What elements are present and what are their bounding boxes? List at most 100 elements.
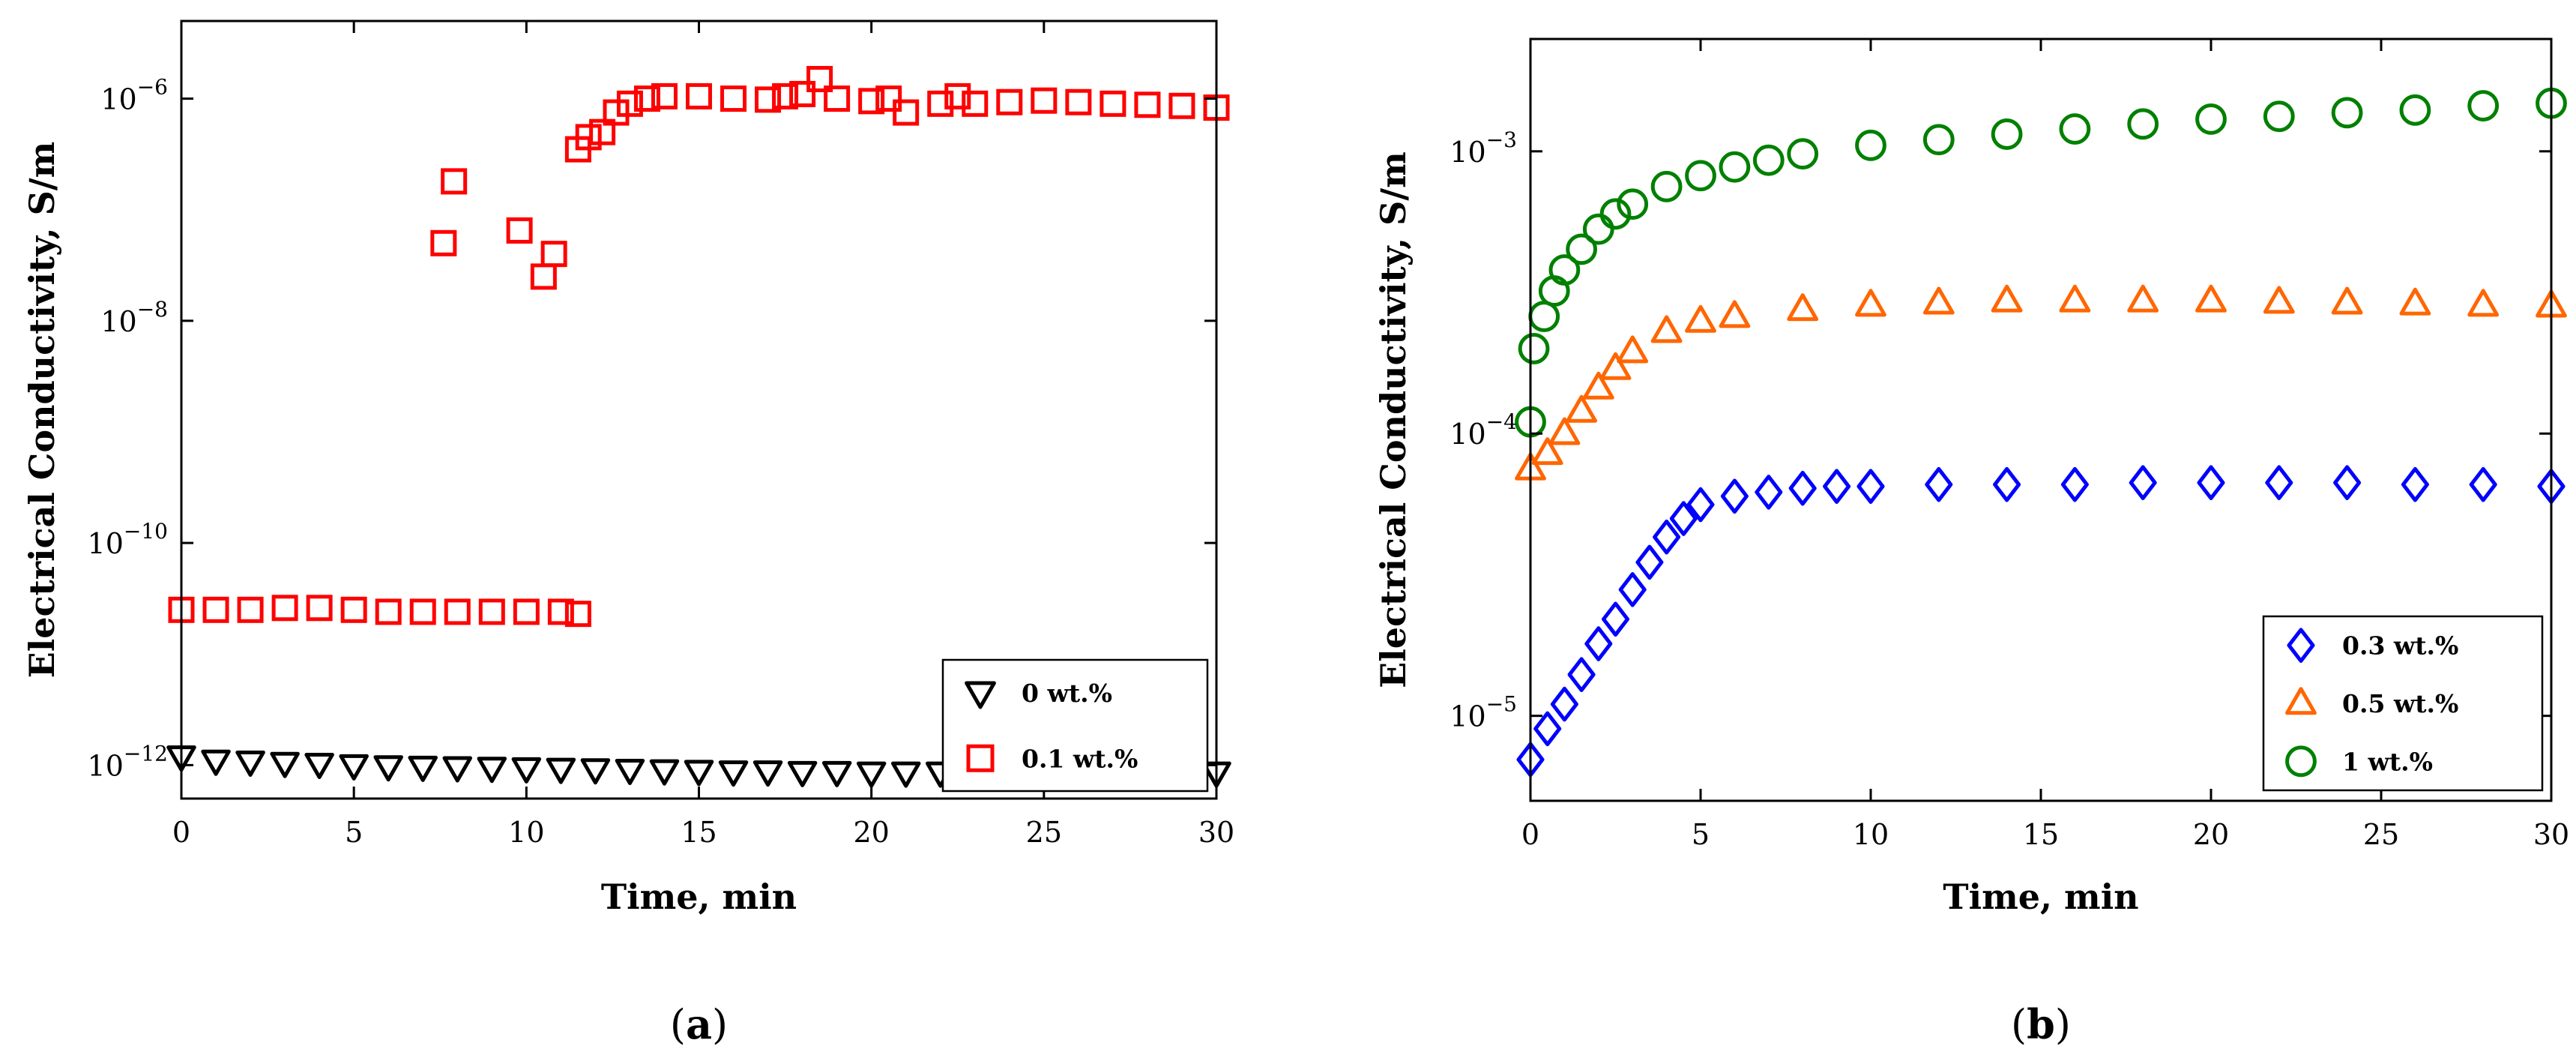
legend: 0.3 wt.% 0.5 wt.% 1 wt.% (2262, 615, 2544, 792)
data-point (1548, 254, 1581, 286)
data-point (2467, 90, 2500, 121)
data-point (2127, 108, 2159, 140)
data-point (2195, 284, 2227, 313)
data-point (718, 760, 749, 787)
y-tick-label: 10−5 (1450, 692, 1517, 733)
data-point (2467, 289, 2500, 317)
data-point (1686, 487, 1715, 523)
data-point (1922, 286, 1955, 315)
y-axis-title: Electrical Conductivity, S/m (1373, 151, 1414, 688)
x-tick-label: 5 (345, 816, 363, 849)
data-point (1993, 466, 2021, 502)
data-point (547, 598, 574, 625)
legend-label: 0.1 wt.% (1022, 744, 1138, 773)
data-point (2127, 284, 2159, 313)
y-tick-label: 10−6 (100, 75, 168, 116)
legend-label: 0.3 wt.% (2342, 631, 2458, 661)
series-0-3-wt- (1516, 465, 2566, 778)
y-tick-label: 10−10 (88, 519, 168, 560)
data-point (441, 168, 468, 195)
data-point (651, 82, 678, 109)
legend: 0 wt.% 0.1 wt.% (941, 658, 1209, 793)
chart-panel-b: 0 5 10 15 20 25 30 10−5 10−4 10−3 Time, min Electri… (1373, 37, 2569, 1048)
data-point (1635, 544, 1664, 580)
data-point (1669, 501, 1698, 536)
data-point (1528, 301, 1560, 332)
data-point (1752, 144, 1785, 176)
data-point (235, 750, 265, 777)
x-tick-label: 20 (853, 816, 889, 849)
y-tick-label: 10−3 (1450, 127, 1517, 169)
data-point (962, 90, 989, 117)
data-point (1720, 478, 1749, 514)
data-point (1566, 394, 1597, 423)
data-point (340, 596, 367, 623)
data-point (1787, 293, 1819, 322)
data-point (1168, 92, 1195, 119)
data-point (1685, 160, 1716, 192)
x-tick-label: 20 (2193, 818, 2229, 851)
data-point (1719, 300, 1751, 328)
data-point (1787, 138, 1819, 170)
data-point (478, 598, 505, 625)
data-point (1991, 284, 2023, 313)
data-point (890, 761, 921, 788)
data-point (856, 761, 887, 788)
data-point (237, 596, 264, 623)
series-0-1-wt- (168, 65, 1230, 628)
data-point (684, 760, 714, 787)
data-point (1922, 124, 1955, 156)
x-tick-label: 15 (681, 816, 717, 849)
data-point (755, 86, 782, 113)
legend-marker (965, 681, 996, 709)
data-point (686, 82, 712, 109)
data-point (1650, 170, 1683, 202)
x-tick-label: 0 (172, 816, 190, 849)
data-point (2331, 286, 2363, 315)
data-point (409, 598, 436, 625)
data-point (2399, 287, 2431, 316)
series-1-wt- (1515, 87, 2567, 438)
data-point (2060, 466, 2089, 502)
data-point (477, 757, 507, 784)
data-point (506, 217, 533, 244)
data-point (2265, 465, 2293, 501)
x-tick-label: 10 (1853, 818, 1889, 851)
data-point (2469, 466, 2497, 502)
legend-marker (2287, 628, 2315, 663)
y-tick-label: 10−12 (88, 741, 168, 782)
data-point (580, 758, 611, 785)
data-point (589, 118, 616, 145)
data-point (633, 85, 660, 112)
legend-label: 0.5 wt.% (2342, 689, 2458, 718)
data-point (1755, 475, 1783, 510)
x-tick-label: 25 (1026, 816, 1062, 849)
data-point (375, 598, 402, 625)
data-point (1031, 87, 1058, 114)
x-tick-label: 10 (508, 816, 544, 849)
data-point (789, 80, 816, 107)
data-point (1788, 470, 1817, 506)
data-point (2129, 465, 2157, 501)
data-point (1856, 469, 1885, 504)
x-axis-title: Time, min (601, 877, 797, 917)
x-tick-label: 30 (1198, 816, 1234, 849)
data-point (339, 754, 369, 781)
data-point (927, 90, 954, 117)
panel-label: (a) (670, 1000, 728, 1048)
data-point (806, 65, 833, 92)
legend-marker (2285, 745, 2317, 778)
x-axis-title: Time, min (1943, 877, 2138, 917)
data-point (996, 88, 1023, 115)
data-point (1823, 469, 1851, 504)
data-point (1599, 352, 1632, 380)
data-point (202, 596, 229, 623)
data-point (1599, 198, 1632, 230)
data-point (306, 595, 333, 622)
legend-marker (966, 744, 995, 772)
data-point (373, 755, 403, 782)
data-point (1100, 90, 1126, 117)
data-point (1582, 371, 1614, 400)
data-point (1584, 626, 1613, 661)
data-point (1618, 572, 1647, 607)
